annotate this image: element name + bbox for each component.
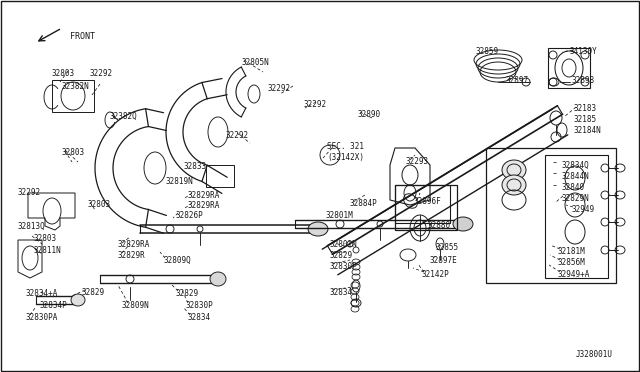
Text: 32880: 32880: [428, 221, 451, 230]
Text: 32292: 32292: [303, 100, 326, 109]
Text: 32859: 32859: [476, 47, 499, 56]
Text: 32809Q: 32809Q: [163, 256, 191, 265]
Bar: [206, 165, 234, 187]
Text: 32884P: 32884P: [350, 199, 378, 208]
Bar: [395, 185, 450, 223]
Text: 32834: 32834: [329, 288, 352, 297]
Text: 32183: 32183: [574, 104, 597, 113]
Text: 32803: 32803: [88, 200, 111, 209]
Ellipse shape: [210, 272, 226, 286]
Text: 32819N: 32819N: [165, 177, 193, 186]
Bar: [395, 185, 457, 230]
Text: 32829RA: 32829RA: [118, 240, 150, 249]
Text: 32896F: 32896F: [413, 197, 441, 206]
Text: 32949+A: 32949+A: [558, 270, 590, 279]
Text: 32834Q: 32834Q: [561, 161, 589, 170]
Text: 32181M: 32181M: [558, 247, 586, 256]
Text: SEC. 321: SEC. 321: [327, 142, 364, 151]
Text: 32829N: 32829N: [561, 194, 589, 203]
Ellipse shape: [502, 160, 526, 180]
Text: 32382Q: 32382Q: [110, 112, 138, 121]
Text: 32834+A: 32834+A: [26, 289, 58, 298]
Text: 32897: 32897: [505, 76, 528, 85]
Text: 32142P: 32142P: [421, 270, 449, 279]
Ellipse shape: [308, 222, 328, 236]
Text: 32830PA: 32830PA: [26, 313, 58, 322]
Text: 32830P: 32830P: [329, 262, 356, 271]
Text: 32292: 32292: [18, 188, 41, 197]
Text: 32897E: 32897E: [430, 256, 458, 265]
Text: 32292: 32292: [89, 69, 112, 78]
Text: 32801N: 32801N: [329, 240, 356, 249]
Text: 34130Y: 34130Y: [570, 47, 598, 56]
Text: FRONT: FRONT: [70, 32, 95, 41]
Text: 32829RA: 32829RA: [188, 191, 220, 200]
Text: 32829: 32829: [82, 288, 105, 297]
Text: 32855: 32855: [435, 243, 458, 252]
Text: 32829RA: 32829RA: [188, 201, 220, 210]
Bar: [52, 80, 94, 112]
Text: 32813Q: 32813Q: [18, 222, 45, 231]
Text: 32949: 32949: [571, 205, 594, 214]
Bar: [486, 148, 616, 283]
Text: 32811N: 32811N: [33, 246, 61, 255]
Text: 32292: 32292: [226, 131, 249, 140]
Text: 32B98: 32B98: [571, 76, 594, 85]
Text: 32844N: 32844N: [561, 172, 589, 181]
Ellipse shape: [453, 217, 473, 231]
Text: 32184N: 32184N: [574, 126, 602, 135]
Text: 32805N: 32805N: [242, 58, 269, 67]
Text: 32890: 32890: [358, 110, 381, 119]
Text: 32826P: 32826P: [175, 211, 203, 220]
Ellipse shape: [502, 175, 526, 195]
Text: J328001U: J328001U: [576, 350, 613, 359]
Text: 32829: 32829: [175, 289, 198, 298]
Text: 32829: 32829: [329, 251, 352, 260]
Text: 32830P: 32830P: [185, 301, 212, 310]
Text: 32856M: 32856M: [558, 258, 586, 267]
Text: 32382N: 32382N: [62, 82, 90, 91]
Ellipse shape: [71, 294, 85, 306]
Text: 32833: 32833: [183, 162, 206, 171]
Text: 32293: 32293: [406, 157, 429, 166]
Text: 32829R: 32829R: [118, 251, 146, 260]
Text: 32803: 32803: [52, 69, 75, 78]
Text: 32834P: 32834P: [40, 301, 68, 310]
Text: 32834: 32834: [187, 313, 210, 322]
Text: 32185: 32185: [574, 115, 597, 124]
Text: 32292: 32292: [268, 84, 291, 93]
Text: 32801M: 32801M: [325, 211, 353, 220]
Text: 32840: 32840: [561, 183, 584, 192]
Text: 32803: 32803: [33, 234, 56, 243]
Text: 32803: 32803: [62, 148, 85, 157]
Text: 32809N: 32809N: [122, 301, 150, 310]
Text: (32142X): (32142X): [327, 153, 364, 162]
